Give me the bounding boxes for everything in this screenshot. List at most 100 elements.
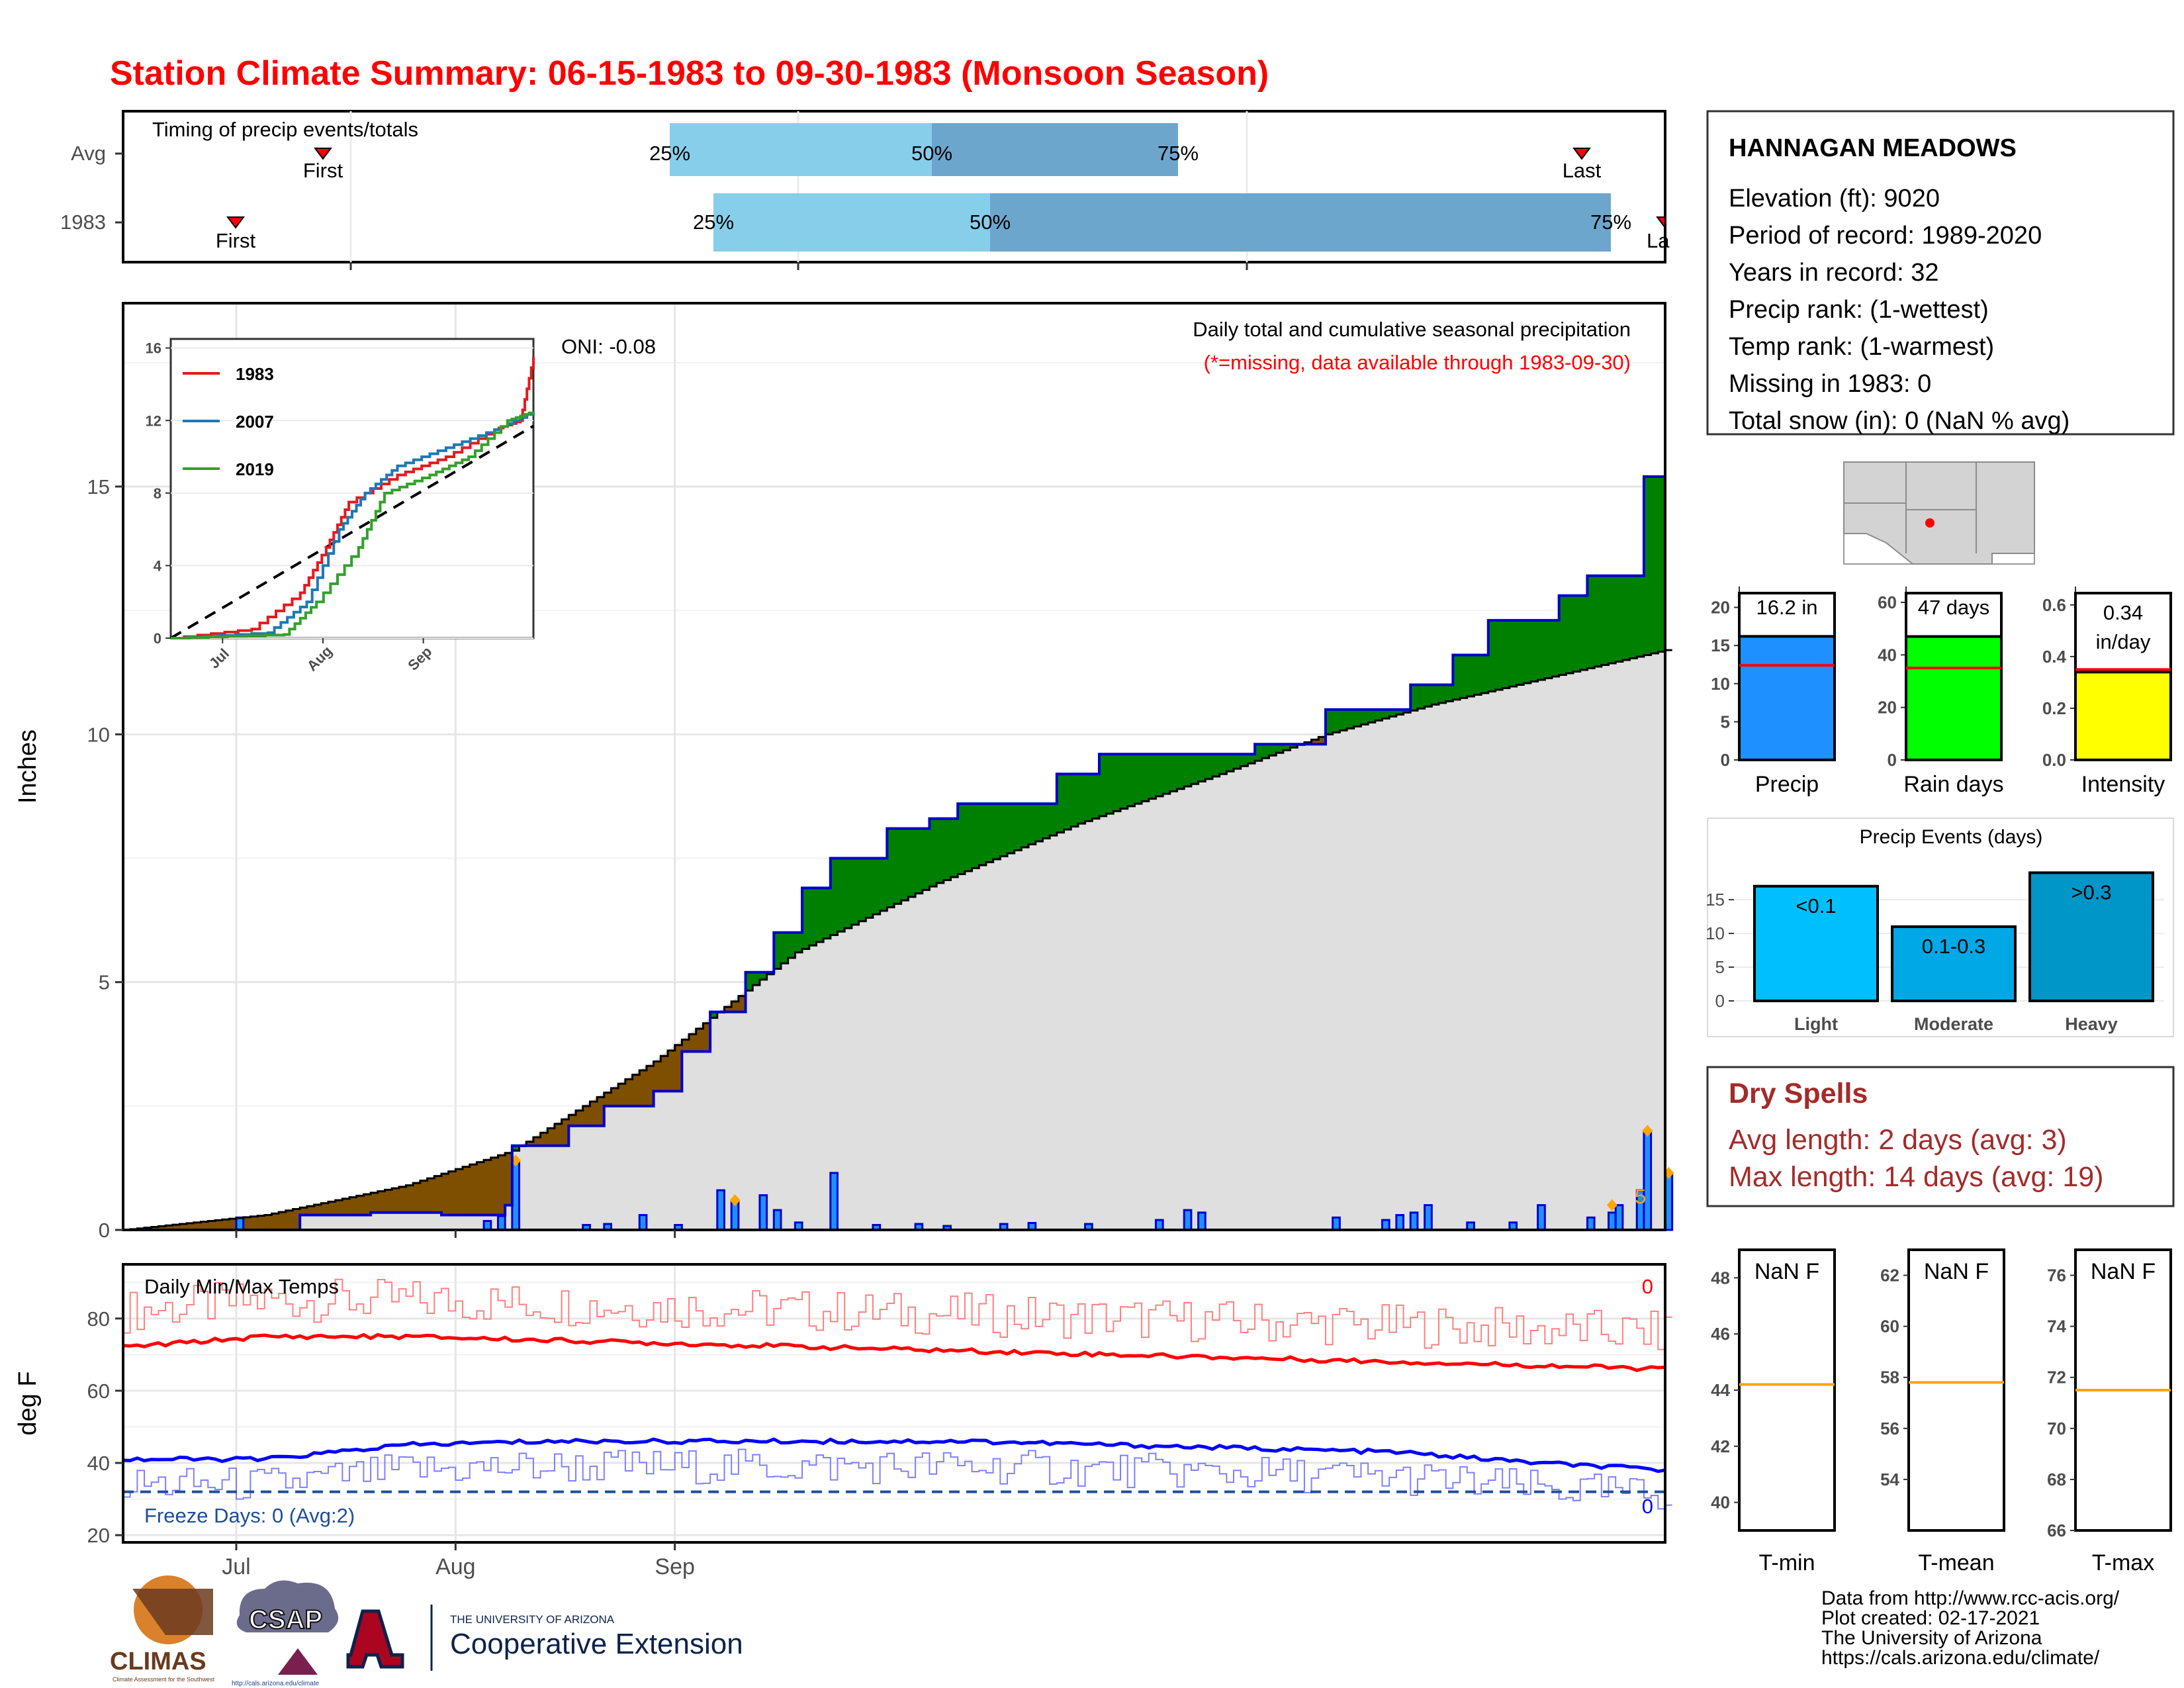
temperature-panel: 20 40 60 80 Daily Min/Max Temps 0 0 Freeze …	[14, 1263, 1672, 1579]
below-average-fill	[582, 1105, 591, 1126]
above-average-fill	[1148, 754, 1157, 799]
y-tick-label: 10	[87, 723, 110, 746]
above-average-fill	[1028, 804, 1036, 845]
above-average-fill	[964, 804, 973, 871]
above-average-fill	[1424, 684, 1432, 707]
above-average-fill	[788, 932, 796, 958]
legend-label-1983: 1983	[236, 364, 274, 384]
station-line: Elevation (ft): 9020	[1729, 185, 1940, 212]
above-average-fill	[1410, 684, 1418, 711]
daily-precip-bar	[772, 1209, 782, 1231]
above-average-fill	[1099, 754, 1107, 816]
above-average-fill	[894, 828, 902, 904]
mini-tick-label: 0.6	[2042, 595, 2066, 615]
below-average-fill	[187, 1223, 195, 1230]
daily-min-temp-line	[123, 1448, 1672, 1510]
timing-1983-25-50-bar	[713, 193, 990, 252]
events-tick-label: 0	[1715, 991, 1725, 1011]
above-average-fill	[979, 804, 987, 865]
temp-x-tick-label: Jul	[222, 1554, 250, 1579]
inset-y-tick-label: 8	[154, 485, 161, 502]
above-average-fill	[1021, 804, 1029, 848]
dry-frame	[1706, 1066, 2175, 1207]
above-average-fill	[774, 932, 782, 969]
below-average-fill	[193, 1222, 202, 1230]
above-average-fill	[1332, 709, 1340, 733]
above-average-fill	[851, 858, 860, 925]
daily-precip-bar	[1537, 1204, 1546, 1231]
main-precip-panel: 0 5 10 15 Inches Daily total and cumulative…	[14, 302, 1674, 1242]
events-category-label: Heavy	[2065, 1014, 2118, 1034]
average-max-temp-line	[122, 1333, 1666, 1372]
events-bar-heavy	[2028, 871, 2154, 1003]
mini-bar-rain-days	[1905, 635, 2003, 761]
temp-box-tick-label: 56	[1880, 1419, 1899, 1438]
temp-box-value: NaN F	[2091, 1259, 2156, 1284]
above-average-fill	[901, 828, 909, 901]
temp-y-tick-label: 80	[87, 1307, 110, 1331]
temp-box-tick-label: 74	[2047, 1317, 2066, 1336]
timing-avg-last: Last	[1563, 159, 1602, 182]
mini-tick-label: 0	[1888, 750, 1897, 770]
mini-tick-label: 60	[1878, 592, 1897, 612]
above-average-fill	[1014, 804, 1022, 851]
above-average-fill	[1389, 709, 1397, 717]
above-average-fill	[1283, 744, 1291, 751]
above-average-fill	[1276, 744, 1284, 753]
mini-tick-label: 0.0	[2042, 750, 2066, 770]
daily-precip-bar	[1607, 1211, 1617, 1231]
above-average-fill	[1651, 477, 1659, 654]
dry-title: Dry Spells	[1729, 1078, 1868, 1109]
below-average-fill	[434, 1176, 442, 1213]
temp-box-label: T-mean	[1918, 1550, 1994, 1575]
below-average-fill	[328, 1201, 336, 1215]
temp-box-tick-label: 70	[2047, 1419, 2066, 1438]
above-average-fill	[1142, 754, 1150, 802]
timing-avg-first-marker	[314, 148, 332, 160]
chart-title: Station Climate Summary: 06-15-1983 to 0…	[110, 54, 1269, 93]
timing-1983-last-marker	[1656, 216, 1666, 230]
above-average-fill	[1261, 744, 1270, 759]
above-average-fill	[823, 888, 831, 939]
daily-precip-bar	[758, 1194, 768, 1231]
main-y-axis: 0 5 10 15	[87, 475, 676, 1242]
above-average-fill	[1156, 754, 1163, 796]
above-average-fill	[1325, 709, 1334, 735]
below-average-fill	[540, 1133, 548, 1146]
daily-max-temp-line	[123, 1278, 1672, 1350]
timing-avg-50-75-bar	[932, 123, 1178, 176]
station-location-marker	[1925, 518, 1934, 528]
above-average-fill	[1573, 595, 1581, 672]
mini-tick-label: 0.4	[2042, 647, 2067, 667]
below-average-fill	[1318, 737, 1326, 745]
below-average-fill	[646, 1066, 655, 1106]
events-tick-label: 5	[1715, 957, 1725, 977]
above-average-fill	[795, 932, 803, 953]
climas-logo: CLIMAS Climate Assessment for the Southw…	[110, 1575, 215, 1683]
timing-1983-p50: 50%	[970, 211, 1011, 234]
above-average-fill	[1007, 804, 1015, 854]
climas-subtext: Climate Assessment for the Southwest	[113, 1676, 215, 1683]
main-ylabel: Inches	[14, 729, 42, 804]
below-average-fill	[392, 1188, 400, 1213]
above-average-fill	[1035, 804, 1044, 842]
above-average-fill	[1092, 774, 1100, 819]
temp-box-tick-label: 46	[1711, 1324, 1730, 1344]
ua-logo: THE UNIVERSITY OF ARIZONA Cooperative Ex…	[346, 1605, 743, 1671]
y-tick-label: 15	[87, 475, 110, 498]
above-average-fill	[936, 818, 944, 883]
climas-mark-icon	[132, 1589, 213, 1635]
main-cumulative-lines	[123, 427, 1672, 1231]
temp-y-tick-label: 20	[87, 1524, 110, 1547]
above-average-fill	[1056, 774, 1065, 833]
timing-avg-last-marker	[1572, 148, 1591, 160]
average-cumulative-area	[123, 650, 1665, 1230]
above-average-fill	[1580, 595, 1588, 671]
above-average-fill	[872, 858, 881, 915]
inset-plot	[169, 347, 535, 639]
above-average-fill	[1177, 754, 1185, 789]
above-average-fill	[1382, 709, 1390, 719]
below-average-fill	[427, 1178, 435, 1213]
above-average-fill	[1071, 774, 1079, 827]
